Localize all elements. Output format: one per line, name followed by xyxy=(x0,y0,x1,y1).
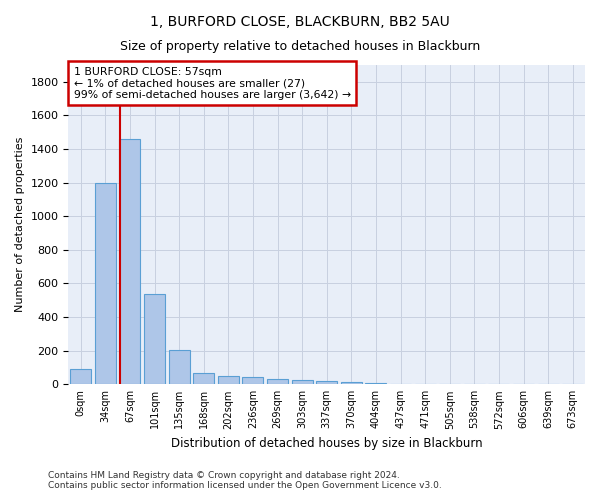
Bar xyxy=(144,294,165,384)
Text: Contains HM Land Registry data © Crown copyright and database right 2024.
Contai: Contains HM Land Registry data © Crown c… xyxy=(48,470,442,490)
Text: 1, BURFORD CLOSE, BLACKBURN, BB2 5AU: 1, BURFORD CLOSE, BLACKBURN, BB2 5AU xyxy=(150,15,450,29)
Bar xyxy=(218,376,239,384)
Bar xyxy=(316,382,337,384)
Bar xyxy=(365,383,386,384)
Y-axis label: Number of detached properties: Number of detached properties xyxy=(15,137,25,312)
Bar xyxy=(95,182,116,384)
Bar xyxy=(267,379,288,384)
Bar xyxy=(70,369,91,384)
Bar xyxy=(292,380,313,384)
Bar xyxy=(242,376,263,384)
Bar xyxy=(341,382,362,384)
Bar xyxy=(119,139,140,384)
Text: Size of property relative to detached houses in Blackburn: Size of property relative to detached ho… xyxy=(120,40,480,53)
Bar xyxy=(169,350,190,384)
X-axis label: Distribution of detached houses by size in Blackburn: Distribution of detached houses by size … xyxy=(171,437,482,450)
Bar xyxy=(193,372,214,384)
Text: 1 BURFORD CLOSE: 57sqm
← 1% of detached houses are smaller (27)
99% of semi-deta: 1 BURFORD CLOSE: 57sqm ← 1% of detached … xyxy=(74,66,350,100)
